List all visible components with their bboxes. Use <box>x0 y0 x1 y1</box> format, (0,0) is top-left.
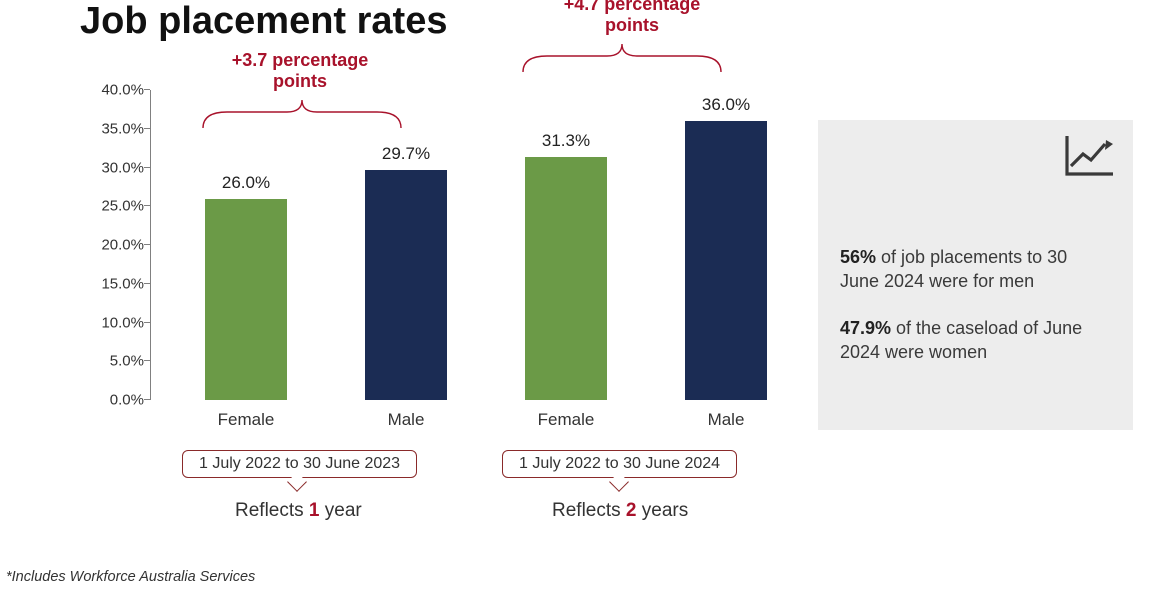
y-tick-label: 10.0% <box>101 314 144 331</box>
y-tick <box>144 89 150 90</box>
y-tick-label: 35.0% <box>101 120 144 137</box>
reflects-prefix: Reflects <box>552 500 626 521</box>
plot-area: 26.0%Female29.7%Male31.3%Female36.0%Male <box>150 90 800 400</box>
y-tick-label: 15.0% <box>101 275 144 292</box>
bar-value-label: 31.3% <box>542 131 590 151</box>
reflects-0: Reflects 1 year <box>235 500 362 522</box>
period-label: 1 July 2022 to 30 June 2024 <box>519 455 720 472</box>
delta-label-line1: +4.7 percentage <box>564 0 701 14</box>
delta-label-group-1: +4.7 percentage points <box>522 0 742 35</box>
reflects-bold: 2 <box>626 500 637 521</box>
bar-value-label: 29.7% <box>382 144 430 164</box>
y-tick-label: 30.0% <box>101 159 144 176</box>
bar-fill <box>525 157 607 400</box>
panel-stat-1: 47.9% of the caseload of June 2024 were … <box>840 316 1111 365</box>
bar-value-label: 26.0% <box>222 173 270 193</box>
panel-stat-0: 56% of job placements to 30 June 2024 we… <box>840 245 1111 294</box>
y-tick <box>144 322 150 323</box>
delta-label-group-0: +3.7 percentage points <box>190 50 410 91</box>
bar-male-g1: 36.0% <box>685 121 767 400</box>
delta-label-line2: points <box>273 71 327 91</box>
reflects-prefix: Reflects <box>235 500 309 521</box>
footnote: *Includes Workforce Australia Services <box>6 569 255 585</box>
stats-panel: 56% of job placements to 30 June 2024 we… <box>818 120 1133 430</box>
bar-male-g0: 29.7% <box>365 170 447 400</box>
y-tick-label: 20.0% <box>101 237 144 254</box>
panel-stat-bold: 47.9% <box>840 318 891 338</box>
y-tick <box>144 360 150 361</box>
reflects-bold: 1 <box>309 500 320 521</box>
reflects-suffix: year <box>320 500 362 521</box>
y-tick <box>144 283 150 284</box>
category-label: Male <box>666 410 786 430</box>
y-tick-label: 40.0% <box>101 82 144 99</box>
delta-label-line2: points <box>605 15 659 35</box>
bar-female-g1: 31.3% <box>525 157 607 400</box>
bar-fill <box>205 199 287 401</box>
y-tick <box>144 167 150 168</box>
bracket-group-1 <box>517 42 727 74</box>
delta-label-line1: +3.7 percentage <box>232 50 369 70</box>
y-tick <box>144 128 150 129</box>
bar-female-g0: 26.0% <box>205 199 287 401</box>
bar-fill <box>365 170 447 400</box>
y-tick-label: 25.0% <box>101 198 144 215</box>
y-tick <box>144 205 150 206</box>
panel-stat-bold: 56% <box>840 247 876 267</box>
bar-value-label: 36.0% <box>702 95 750 115</box>
category-label: Male <box>346 410 466 430</box>
bar-chart: 26.0%Female29.7%Male31.3%Female36.0%Male… <box>60 90 800 400</box>
y-tick <box>144 244 150 245</box>
category-label: Female <box>186 410 306 430</box>
reflects-suffix: years <box>637 500 689 521</box>
y-tick <box>144 399 150 400</box>
page-title: Job placement rates <box>80 0 447 43</box>
trend-up-icon <box>1063 134 1115 183</box>
y-tick-label: 0.0% <box>110 392 144 409</box>
period-label: 1 July 2022 to 30 June 2023 <box>199 455 400 472</box>
reflects-1: Reflects 2 years <box>552 500 688 522</box>
category-label: Female <box>506 410 626 430</box>
y-tick-label: 5.0% <box>110 353 144 370</box>
bar-fill <box>685 121 767 400</box>
